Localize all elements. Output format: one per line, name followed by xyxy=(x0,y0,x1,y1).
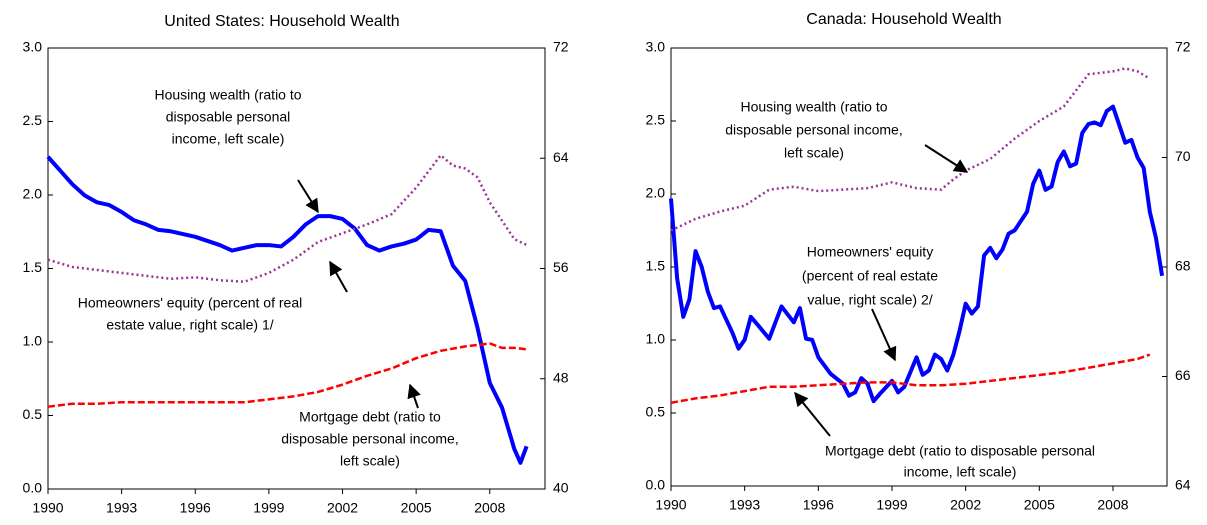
series-line xyxy=(669,104,1165,404)
chart-title: Canada: Household Wealth xyxy=(806,11,1001,28)
series-line xyxy=(670,353,1151,405)
y-tick-label: 2.5 xyxy=(646,112,666,128)
y2-tick-label: 68 xyxy=(1175,258,1191,274)
y-tick-label: 0.0 xyxy=(23,480,43,496)
y-tick-label: 0.5 xyxy=(646,404,666,420)
chart-title: United States: Household Wealth xyxy=(164,13,399,30)
x-tick-label: 1999 xyxy=(876,497,907,513)
annotation-arrow xyxy=(407,383,421,409)
y-tick-label: 2.0 xyxy=(23,186,43,202)
chart: United States: Household Wealth 0.0 0.5 1.0… xyxy=(23,13,569,515)
annotation: (percent of real estate xyxy=(802,268,938,284)
y-tick-label: 3.0 xyxy=(23,39,43,55)
x-tick-label: 1996 xyxy=(803,497,834,513)
annotation-arrow xyxy=(871,308,897,362)
x-tick-label: 1990 xyxy=(655,497,686,513)
y-tick-label: 3.0 xyxy=(646,39,666,55)
y-tick-label: 2.0 xyxy=(646,185,666,201)
annotation: Homeowners' equity (percent of real xyxy=(78,295,302,311)
y-tick-label: 2.5 xyxy=(23,112,43,128)
x-tick-label: 2002 xyxy=(950,497,981,513)
annotation: value, right scale) 2/ xyxy=(807,292,932,308)
y2-tick-label: 56 xyxy=(553,259,569,275)
series-line xyxy=(47,342,527,408)
y2-tick-label: 70 xyxy=(1175,148,1191,164)
plot-frame xyxy=(47,47,546,490)
y2-tick-label: 64 xyxy=(1175,477,1191,493)
y-tick-label: 1.0 xyxy=(23,333,43,349)
y-tick-label: 1.5 xyxy=(23,259,43,275)
annotation: disposable personal income, xyxy=(725,122,902,138)
annotation: Mortgage debt (ratio to xyxy=(299,409,441,425)
annotation: left scale) xyxy=(340,453,400,469)
annotation: income, left scale) xyxy=(172,131,285,147)
chart: Canada: Household Wealth 0.0 0.5 1.0 1.5 2.0 2… xyxy=(646,11,1191,512)
x-tick-label: 1990 xyxy=(32,500,63,516)
y-tick-label: 1.5 xyxy=(646,258,666,274)
annotation: estate value, right scale) 1/ xyxy=(106,317,273,333)
annotation: disposable personal xyxy=(166,109,291,125)
y2-tick-label: 66 xyxy=(1175,367,1191,383)
x-tick-label: 2008 xyxy=(474,500,505,516)
series-line xyxy=(47,154,528,283)
annotation: income, left scale) xyxy=(904,464,1017,480)
annotation: disposable personal income, xyxy=(281,431,458,447)
x-tick-label: 2002 xyxy=(327,500,358,516)
y-tick-label: 0.0 xyxy=(646,477,666,493)
annotation: Mortgage debt (ratio to disposable perso… xyxy=(825,443,1095,459)
annotation-arrow xyxy=(924,144,969,173)
annotation-arrow xyxy=(297,179,319,214)
x-tick-label: 1996 xyxy=(180,500,211,516)
x-tick-label: 2005 xyxy=(401,500,432,516)
y2-tick-label: 72 xyxy=(1175,39,1191,55)
y2-tick-label: 40 xyxy=(553,480,569,496)
annotation-arrow xyxy=(329,260,348,293)
y2-tick-label: 64 xyxy=(553,149,569,165)
annotation-arrow xyxy=(794,391,831,437)
series-line xyxy=(46,155,529,465)
annotation: Housing wealth (ratio to xyxy=(154,87,301,103)
y2-tick-label: 72 xyxy=(553,39,569,55)
x-tick-label: 1993 xyxy=(106,500,137,516)
annotation: Homeowners' equity xyxy=(807,244,933,260)
x-tick-label: 1993 xyxy=(729,497,760,513)
annotation: left scale) xyxy=(784,145,844,161)
x-tick-label: 1999 xyxy=(253,500,284,516)
y2-tick-label: 48 xyxy=(553,369,569,385)
x-tick-label: 2008 xyxy=(1097,497,1128,513)
y-tick-label: 0.5 xyxy=(23,406,43,422)
series-line xyxy=(670,67,1151,232)
x-tick-label: 2005 xyxy=(1024,497,1055,513)
y-tick-label: 1.0 xyxy=(646,331,666,347)
annotation: Housing wealth (ratio to xyxy=(740,99,887,115)
